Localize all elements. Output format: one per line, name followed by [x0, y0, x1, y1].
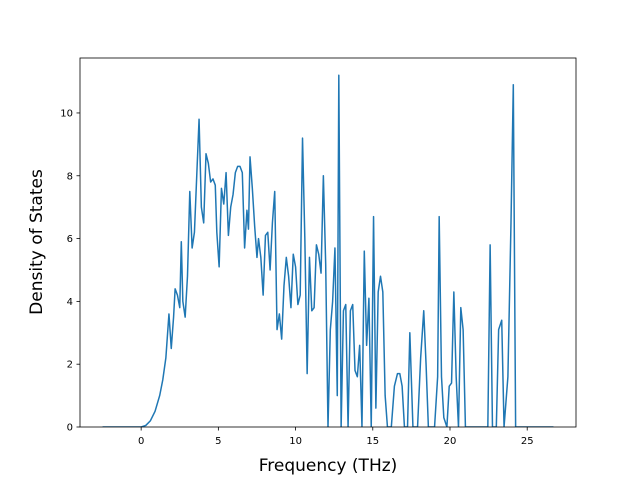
- x-tick-label: 10: [289, 436, 302, 447]
- x-tick-label: 25: [521, 436, 534, 447]
- y-tick-label: 8: [67, 171, 73, 182]
- y-tick-label: 4: [67, 297, 73, 308]
- y-tick-label: 2: [67, 360, 73, 371]
- y-tick-label: 6: [67, 234, 73, 245]
- x-axis-label: Frequency (THz): [259, 456, 398, 476]
- line-series: [102, 74, 554, 427]
- x-tick-label: 0: [138, 436, 144, 447]
- y-tick-label: 0: [67, 423, 73, 434]
- y-tick-label: 10: [60, 108, 73, 119]
- x-tick-label: 20: [444, 436, 457, 447]
- x-tick-label: 5: [215, 436, 221, 447]
- y-axis-label: Density of States: [27, 169, 47, 315]
- plot-frame: [79, 57, 577, 428]
- x-tick-label: 15: [366, 436, 379, 447]
